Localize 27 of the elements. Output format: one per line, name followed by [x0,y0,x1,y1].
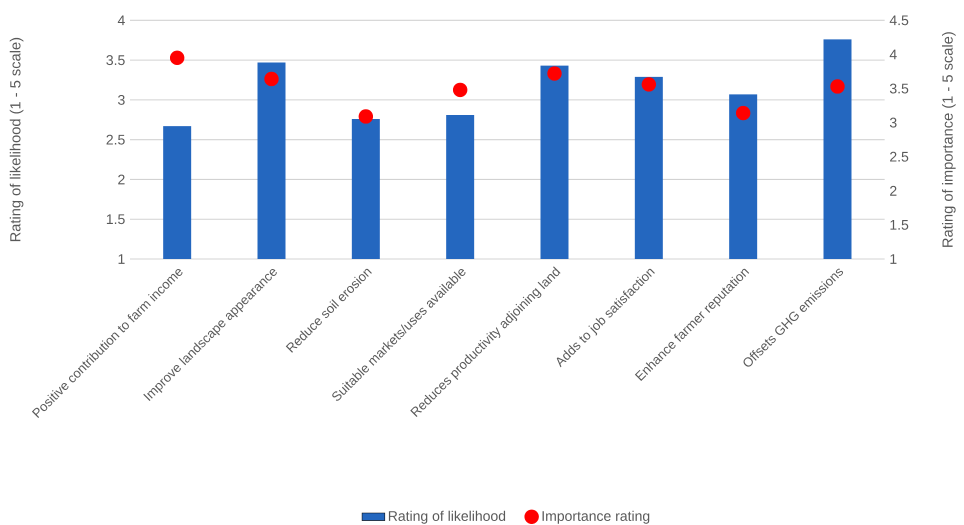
y-tick-label: 2.5 [106,134,125,145]
y2-tick-label: 2 [890,186,896,196]
y-tick-label: 1 [118,254,125,264]
y-tick-label: 1.5 [106,214,125,224]
y-tick-label: 2 [118,174,125,184]
y2-tick-label: 4.5 [890,15,908,26]
point [547,66,562,81]
point [358,109,374,124]
y-tick-label: 3 [118,94,125,105]
point [264,72,279,86]
y2-tick-label: 2.5 [890,152,908,162]
y2-tick-label: 3.5 [890,84,908,94]
legend-label: Importance rating [542,510,650,524]
y2-tick-label: 1 [890,254,896,264]
y2-tick-label: 3 [890,118,897,128]
point [736,106,750,120]
point [170,50,184,66]
y-axis-title: Rating of likelihood (1 - 5 scale) [10,38,24,242]
y2-axis-title: Rating of importance (1 - 5 scale) [942,32,956,247]
y-tick-label: 3.5 [106,55,125,66]
y2-tick-label: 1.5 [890,220,908,230]
point [830,79,845,94]
y-tick-label: 4 [118,16,125,26]
point [642,77,656,92]
point [452,82,468,98]
y2-tick-label: 4 [890,50,897,60]
legend-label: Rating of likelihood [388,510,506,524]
